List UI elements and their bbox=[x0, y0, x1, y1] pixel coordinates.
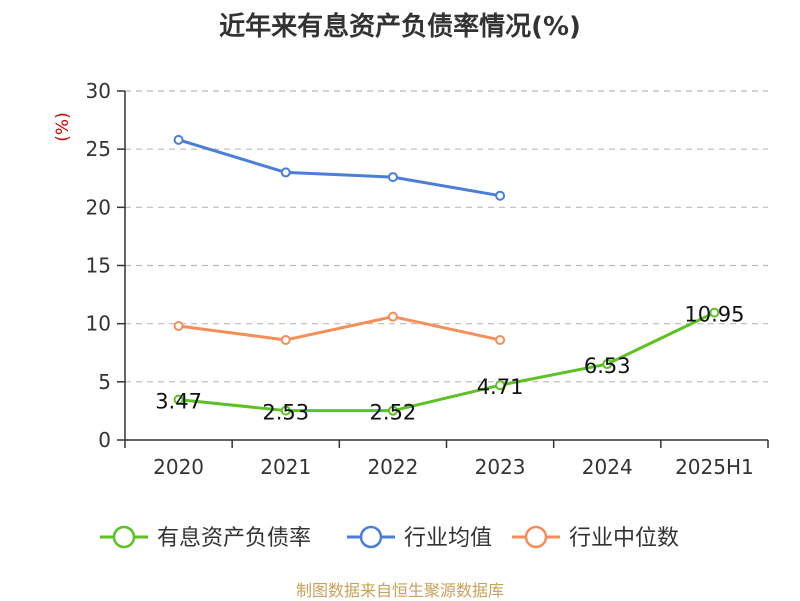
legend-marker bbox=[112, 525, 136, 549]
x-tick-label: 2020 bbox=[153, 455, 204, 479]
data-point bbox=[173, 320, 184, 331]
data-label: 4.71 bbox=[477, 375, 524, 399]
y-tick-label: 30 bbox=[86, 79, 111, 103]
series-line bbox=[178, 311, 716, 413]
series-line bbox=[178, 315, 501, 342]
data-label: 6.53 bbox=[584, 354, 631, 378]
data-point bbox=[387, 311, 398, 322]
data-point bbox=[602, 359, 613, 370]
legend-label: 行业中位数 bbox=[569, 526, 679, 551]
data-label: 2.53 bbox=[262, 401, 309, 425]
legend-label: 有息资产负债率 bbox=[157, 526, 311, 551]
legend-marker bbox=[524, 525, 548, 549]
y-tick-label: 5 bbox=[98, 370, 111, 394]
data-point bbox=[280, 405, 291, 416]
legend-label: 行业均值 bbox=[404, 526, 492, 551]
x-tick-label: 2022 bbox=[367, 455, 418, 479]
y-tick-label: 25 bbox=[86, 137, 111, 161]
y-tick-label: 0 bbox=[98, 428, 111, 452]
data-point bbox=[495, 190, 506, 201]
data-label: 10.95 bbox=[684, 303, 744, 327]
data-point bbox=[280, 334, 291, 345]
legend-marker bbox=[359, 525, 383, 549]
x-tick-label: 2021 bbox=[260, 455, 311, 479]
x-tick-label: 2024 bbox=[582, 455, 633, 479]
data-point bbox=[280, 167, 291, 178]
x-tick-label: 2023 bbox=[475, 455, 526, 479]
y-tick-label: 10 bbox=[86, 312, 111, 336]
data-label: 3.47 bbox=[155, 390, 202, 414]
data-point bbox=[495, 334, 506, 345]
series-line bbox=[178, 138, 501, 198]
data-point bbox=[387, 405, 398, 416]
data-point bbox=[709, 307, 720, 318]
y-tick-label: 15 bbox=[86, 254, 111, 278]
y-axis-label: (%) bbox=[53, 112, 73, 141]
chart-title: 近年来有息资产负债率情况(%) bbox=[219, 12, 581, 42]
data-label: 2.52 bbox=[370, 401, 417, 425]
data-point bbox=[387, 172, 398, 183]
x-tick-label: 2025H1 bbox=[675, 455, 754, 479]
source-note: 制图数据来自恒生聚源数据库 bbox=[295, 581, 504, 600]
data-point bbox=[173, 394, 184, 405]
data-point bbox=[173, 134, 184, 145]
data-point bbox=[495, 380, 506, 391]
y-tick-label: 20 bbox=[86, 195, 111, 219]
